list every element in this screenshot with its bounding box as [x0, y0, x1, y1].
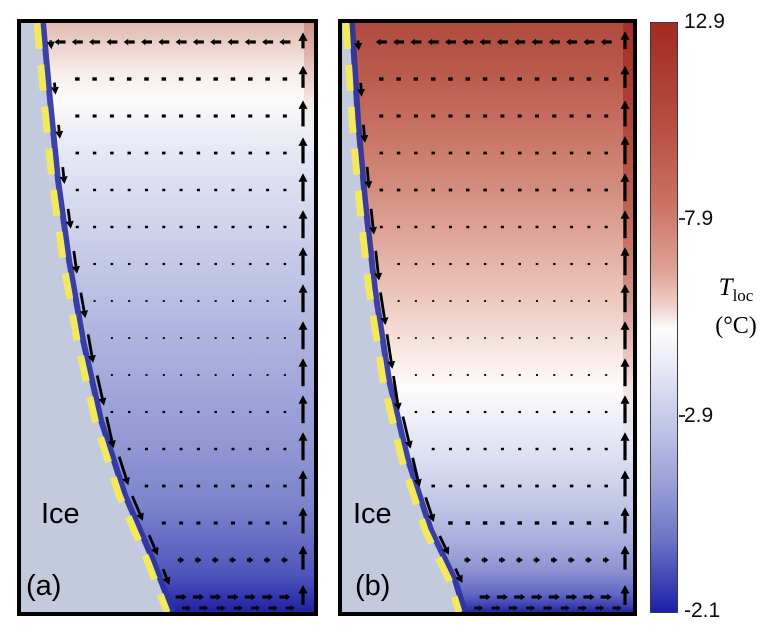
colorbar-tick-label-max: 12.9 — [684, 10, 725, 33]
colorbar — [650, 22, 678, 613]
ice-region — [342, 23, 462, 612]
panel-a-content — [21, 23, 314, 612]
ice-region — [21, 23, 170, 612]
wall-plume — [623, 23, 633, 612]
ice-label-a: Ice — [41, 498, 80, 530]
ice-label-b: Ice — [353, 498, 392, 530]
meltwater-layer — [349, 23, 468, 612]
colorbar-unit: (°C) — [715, 313, 757, 339]
panel-label-a: (a) — [26, 570, 62, 602]
colorbar-tick-mark — [679, 217, 685, 220]
colorbar-title-subscript: loc — [732, 286, 754, 305]
panel-b-content — [342, 23, 633, 612]
meltwater-layer — [40, 23, 176, 612]
colorbar-tick-mark — [679, 415, 685, 418]
colorbar-tick-label-upper: 7.9 — [684, 207, 714, 230]
panel-a-plot — [17, 19, 318, 616]
colorbar-tick-label-min: -2.1 — [684, 599, 721, 622]
colorbar-title: Tloc — [696, 274, 776, 306]
interface-dashed-line — [342, 23, 463, 612]
panel-border — [338, 19, 637, 616]
quiver-layer — [354, 31, 630, 611]
panel-b-plot — [338, 19, 637, 616]
panel-border — [17, 19, 318, 616]
colorbar-tick-label-lower: 2.9 — [684, 404, 714, 427]
interface-dashed-line — [33, 23, 171, 612]
quiver-layer — [46, 32, 308, 611]
panel-label-b: (b) — [355, 570, 391, 602]
colorbar-title-symbol: T — [718, 274, 733, 301]
wall-plume — [304, 23, 314, 612]
